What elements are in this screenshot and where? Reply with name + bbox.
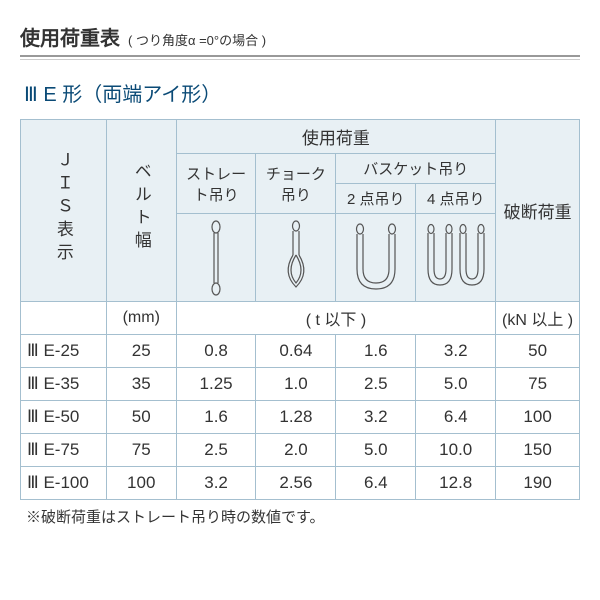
title-note: ( つり角度α =0°の場合 ) (128, 30, 266, 49)
cell-s: 3.2 (176, 467, 256, 500)
cell-c: 0.64 (256, 335, 336, 368)
cell-b4: 6.4 (416, 401, 496, 434)
cell-s: 1.6 (176, 401, 256, 434)
page-title: 使用荷重表 (20, 22, 120, 51)
table-row: Ⅲ E-1001003.22.566.412.8190 (21, 467, 580, 500)
straight-sling-icon (176, 214, 256, 302)
choke-sling-icon (256, 214, 336, 302)
load-table: ＪＩＳ表示 ベルト幅 使用荷重 破断荷重 ストレート吊り チョーク吊り バスケッ… (20, 119, 580, 500)
cell-b4: 10.0 (416, 434, 496, 467)
col-basket4: 4 点吊り (416, 184, 496, 214)
col-break: 破断荷重 (496, 120, 580, 302)
divider-thick (20, 55, 580, 57)
unit-load: ( t 以下 ) (176, 302, 496, 335)
cell-s: 2.5 (176, 434, 256, 467)
cell-b4: 12.8 (416, 467, 496, 500)
cell-belt: 25 (106, 335, 176, 368)
table-row: Ⅲ E-25250.80.641.63.250 (21, 335, 580, 368)
cell-b2: 2.5 (336, 368, 416, 401)
cell-c: 1.0 (256, 368, 336, 401)
footnote: ※破断荷重はストレート吊り時の数値です。 (26, 506, 580, 527)
col-belt: ベルト幅 (106, 120, 176, 302)
col-basket2: 2 点吊り (336, 184, 416, 214)
unit-jis (21, 302, 107, 335)
cell-jis: Ⅲ E-50 (21, 401, 107, 434)
cell-br: 190 (496, 467, 580, 500)
cell-belt: 75 (106, 434, 176, 467)
cell-jis: Ⅲ E-75 (21, 434, 107, 467)
cell-c: 2.56 (256, 467, 336, 500)
cell-br: 150 (496, 434, 580, 467)
basket-4pt-icon (416, 214, 496, 302)
divider-thin (20, 59, 580, 60)
cell-jis: Ⅲ E-35 (21, 368, 107, 401)
table-row: Ⅲ E-50501.61.283.26.4100 (21, 401, 580, 434)
cell-b2: 6.4 (336, 467, 416, 500)
unit-break: (kN 以上 ) (496, 302, 580, 335)
cell-s: 0.8 (176, 335, 256, 368)
cell-br: 100 (496, 401, 580, 434)
table-row: Ⅲ E-75752.52.05.010.0150 (21, 434, 580, 467)
cell-b2: 5.0 (336, 434, 416, 467)
cell-b4: 5.0 (416, 368, 496, 401)
col-basket-group: バスケット吊り (336, 154, 496, 184)
cell-jis: Ⅲ E-100 (21, 467, 107, 500)
cell-belt: 35 (106, 368, 176, 401)
unit-belt: (mm) (106, 302, 176, 335)
cell-jis: Ⅲ E-25 (21, 335, 107, 368)
col-straight: ストレート吊り (176, 154, 256, 214)
cell-s: 1.25 (176, 368, 256, 401)
cell-br: 75 (496, 368, 580, 401)
cell-br: 50 (496, 335, 580, 368)
cell-b2: 1.6 (336, 335, 416, 368)
table-row: Ⅲ E-35351.251.02.55.075 (21, 368, 580, 401)
col-jis: ＪＩＳ表示 (21, 120, 107, 302)
cell-c: 2.0 (256, 434, 336, 467)
cell-belt: 100 (106, 467, 176, 500)
section-subtitle: Ⅲ E 形（両端アイ形） (24, 78, 580, 107)
cell-b2: 3.2 (336, 401, 416, 434)
cell-c: 1.28 (256, 401, 336, 434)
cell-b4: 3.2 (416, 335, 496, 368)
cell-belt: 50 (106, 401, 176, 434)
basket-2pt-icon (336, 214, 416, 302)
col-choke: チョーク吊り (256, 154, 336, 214)
col-load-group: 使用荷重 (176, 120, 496, 154)
